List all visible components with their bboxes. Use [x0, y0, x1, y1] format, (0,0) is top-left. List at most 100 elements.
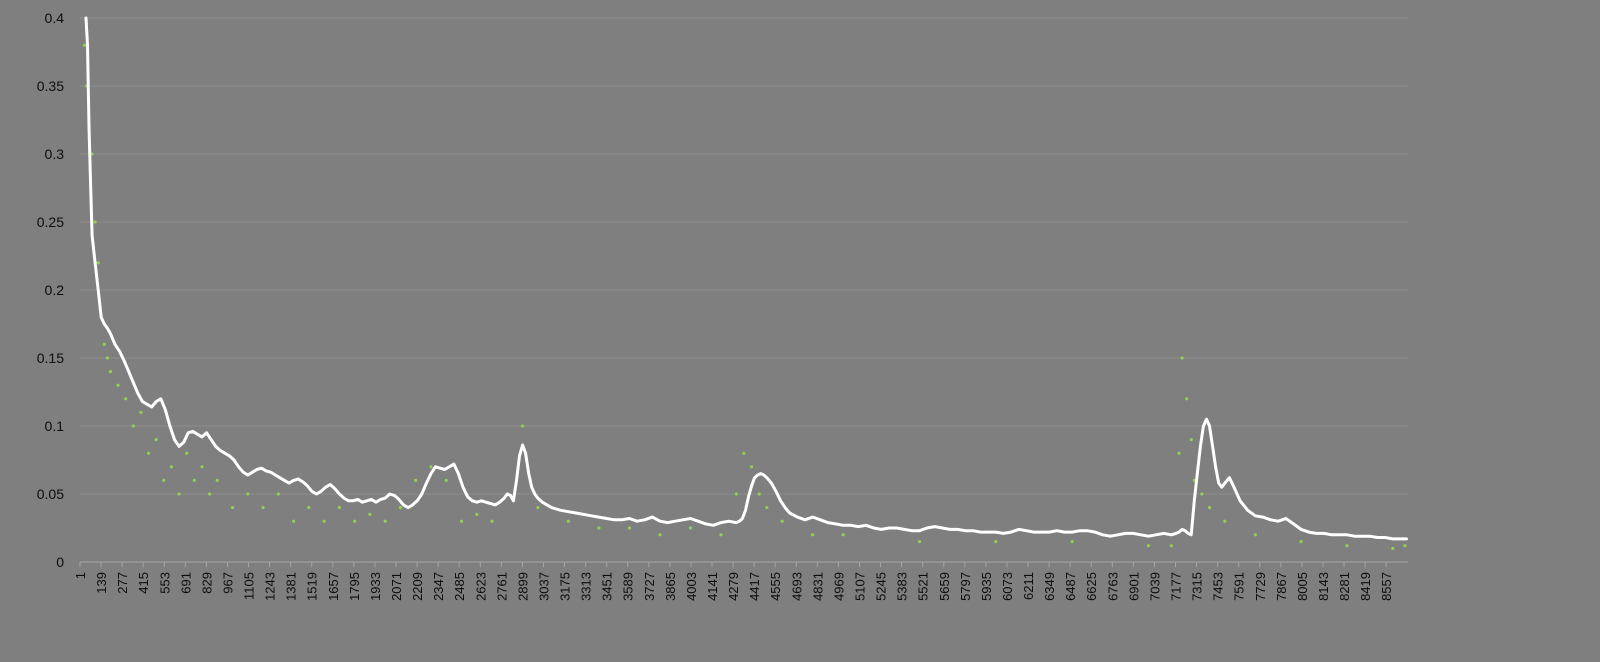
x-tick-label: 5797 [958, 572, 973, 601]
x-tick-label: 4693 [789, 572, 804, 601]
scatter-point [780, 519, 784, 523]
scatter-point [475, 512, 479, 517]
scatter-point [116, 383, 120, 387]
scatter-point [1207, 506, 1212, 510]
scatter-point [368, 512, 372, 517]
x-tick-label: 4279 [726, 572, 741, 601]
y-axis: 0 0.05 0.1 0.15 0.2 0.25 0.3 0.35 0.4 [37, 10, 64, 570]
x-tick-label: 7867 [1274, 572, 1289, 601]
x-tick-label: 8005 [1295, 572, 1310, 601]
scatter-point [811, 533, 815, 537]
x-tick-label: 139 [94, 572, 109, 594]
scatter-point [177, 492, 181, 496]
scatter-points [82, 43, 1407, 551]
scatter-point [597, 526, 601, 530]
x-tick-label: 1381 [284, 572, 299, 601]
scatter-point [429, 465, 433, 469]
scatter-point [82, 43, 87, 47]
scatter-point [169, 465, 174, 469]
x-tick-label: 6763 [1105, 572, 1120, 601]
x-tick-label: 2899 [515, 572, 530, 601]
scatter-point [765, 506, 769, 510]
y-tick-label: 0.1 [45, 418, 65, 434]
scatter-point [734, 492, 738, 496]
scatter-point [490, 519, 494, 523]
scatter-point [1223, 519, 1227, 523]
x-axis: 1 139 277 415 553 691 829 967 1105 1243 1381 1519 16… [73, 561, 1408, 601]
x-tick-label: 5383 [895, 572, 910, 601]
x-tick-label: 6625 [1084, 572, 1099, 601]
scatter-point [131, 424, 135, 428]
scatter-point [414, 478, 418, 482]
scatter-point [1189, 438, 1193, 442]
scatter-point [444, 478, 448, 482]
x-tick-label: 8143 [1316, 572, 1331, 601]
scatter-point [742, 451, 746, 455]
scatter-point [162, 478, 166, 482]
x-tick-label: 2071 [389, 572, 404, 601]
x-tick-label: 7177 [1168, 572, 1183, 601]
x-tick-label: 415 [136, 572, 151, 594]
scatter-point [102, 342, 106, 346]
x-tick-label: 2347 [431, 572, 446, 601]
scatter-point [276, 492, 280, 496]
y-tick-label: 0 [56, 554, 64, 570]
scatter-point [1253, 533, 1257, 537]
x-tick-label: 1933 [368, 572, 383, 601]
x-tick-label: 1105 [242, 572, 257, 600]
x-tick-label: 6349 [1042, 572, 1057, 601]
x-tick-label: 5935 [979, 572, 994, 601]
scatter-point [459, 519, 464, 523]
x-tick-label: 7453 [1211, 572, 1226, 601]
scatter-point [1200, 492, 1204, 496]
x-tick-label: 7039 [1147, 572, 1162, 601]
x-tick-label: 8281 [1337, 572, 1352, 601]
x-tick-label: 829 [199, 572, 214, 594]
y-tick-label: 0.4 [45, 10, 65, 26]
scatter-point [841, 533, 845, 537]
scatter-point [688, 526, 693, 530]
scatter-point [337, 506, 341, 510]
scatter-point [536, 506, 540, 510]
x-tick-label: 967 [220, 572, 235, 594]
x-tick-label: 553 [157, 572, 172, 594]
x-tick-label: 7315 [1190, 572, 1205, 601]
scatter-point [1146, 544, 1151, 548]
scatter-point [105, 356, 109, 360]
x-tick-label: 4417 [747, 572, 762, 601]
x-tick-label: 8419 [1358, 572, 1373, 601]
x-tick-label: 4831 [810, 572, 825, 601]
x-tick-label: 1657 [326, 572, 341, 601]
y-tick-label: 0.2 [45, 282, 65, 298]
scatter-point [208, 492, 212, 496]
scatter-point [1345, 544, 1349, 548]
scatter-point [520, 424, 525, 428]
x-tick-label: 3037 [536, 572, 551, 601]
scatter-point [757, 492, 761, 496]
scatter-point [917, 540, 922, 544]
x-tick-label: 3313 [579, 572, 594, 601]
scatter-point [146, 451, 151, 455]
x-tick-label: 4969 [831, 572, 846, 601]
scatter-point [230, 506, 235, 510]
scatter-point [1299, 540, 1303, 544]
scatter-point [383, 519, 387, 523]
scatter-point [566, 519, 570, 523]
x-tick-label: 4003 [684, 572, 699, 601]
x-tick-label: 5521 [916, 572, 931, 601]
scatter-point [1185, 397, 1189, 401]
moving-average-line [84, 16, 1408, 541]
scatter-point [291, 519, 296, 523]
y-tick-label: 0.25 [37, 214, 64, 230]
scatter-point [307, 506, 311, 510]
x-tick-label: 3865 [663, 572, 678, 601]
scatter-point [398, 506, 403, 510]
x-tick-label: 277 [115, 572, 130, 594]
x-tick-label: 7729 [1253, 572, 1268, 601]
scatter-point [627, 526, 632, 530]
gridlines [80, 17, 1408, 495]
scatter-point [96, 261, 100, 265]
scatter-point [994, 540, 998, 544]
x-tick-label: 5659 [937, 572, 952, 601]
